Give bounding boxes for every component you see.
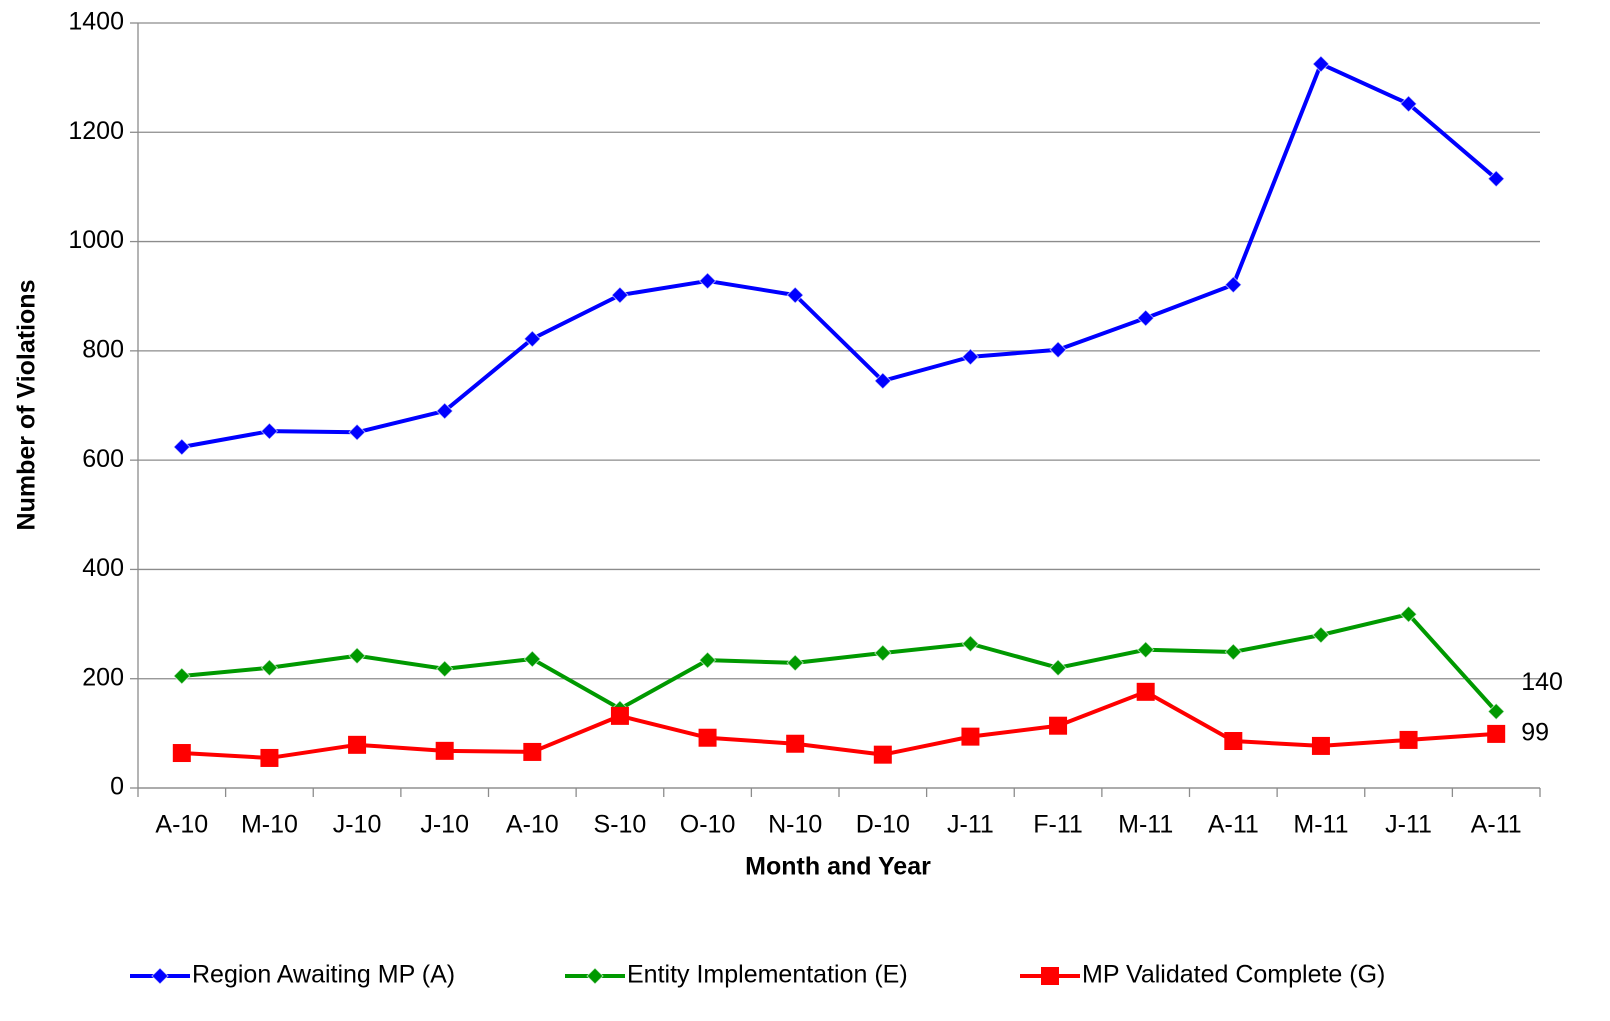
data-point	[874, 644, 892, 662]
y-axis-label: Number of Violations	[13, 280, 41, 531]
y-tick-label: 400	[82, 554, 124, 582]
x-tick-label: M-11	[1118, 811, 1173, 839]
data-point	[786, 734, 805, 753]
legend-label: MP Validated Complete (G)	[1082, 961, 1385, 989]
x-tick-label: O-10	[680, 811, 736, 839]
x-tick-label: J-11	[1385, 811, 1432, 839]
data-point	[1487, 170, 1505, 188]
x-tick-label: A-10	[155, 811, 208, 839]
data-point	[961, 727, 980, 746]
data-point	[1136, 309, 1155, 327]
y-tick-label: 200	[82, 663, 124, 691]
data-point	[1136, 682, 1155, 701]
data-point	[348, 735, 367, 754]
data-point	[172, 744, 191, 763]
data-point	[523, 742, 542, 761]
data-point	[1311, 736, 1330, 755]
y-tick-label: 1200	[68, 117, 124, 145]
data-point	[260, 748, 279, 767]
data-point	[610, 706, 629, 725]
data-point	[1049, 716, 1068, 735]
data-point	[260, 659, 279, 677]
data-point	[348, 423, 366, 441]
data-point	[260, 422, 279, 440]
y-tick-label: 800	[82, 335, 124, 363]
data-point	[611, 286, 629, 304]
data-point	[435, 402, 454, 420]
x-tick-label: A-10	[506, 811, 559, 839]
series-line	[181, 612, 1498, 713]
x-tick-label: A-11	[1471, 811, 1522, 839]
series-line	[181, 61, 1498, 449]
data-point	[1136, 641, 1155, 659]
data-point	[961, 348, 980, 366]
data-point	[698, 651, 717, 669]
data-point	[873, 745, 892, 764]
data-point	[173, 438, 191, 456]
x-tick-label: A-11	[1208, 811, 1259, 839]
data-point	[698, 272, 717, 290]
data-point	[1399, 605, 1418, 623]
data-point	[1312, 626, 1330, 644]
data-point	[1399, 95, 1418, 113]
data-point	[173, 667, 191, 685]
data-point	[1224, 732, 1243, 751]
data-point	[786, 654, 804, 672]
y-tick-label: 1400	[68, 8, 124, 36]
x-tick-label: J-11	[947, 811, 994, 839]
x-tick-label: J-10	[333, 811, 382, 839]
data-point	[1224, 276, 1243, 294]
x-tick-label: D-10	[856, 811, 910, 839]
y-tick-label: 0	[110, 773, 124, 801]
y-tick-label: 600	[82, 445, 124, 473]
x-tick-label: J-10	[420, 811, 469, 839]
series-line	[181, 689, 1497, 760]
data-point	[1312, 55, 1330, 73]
x-tick-label: F-11	[1033, 811, 1083, 839]
data-point	[435, 741, 454, 760]
x-tick-label: M-11	[1293, 811, 1348, 839]
x-tick-label: N-10	[768, 811, 822, 839]
data-point	[348, 647, 366, 665]
legend-marker	[1041, 967, 1059, 985]
y-tick-label: 1000	[68, 226, 124, 254]
data-point	[523, 330, 542, 348]
data-point	[1049, 659, 1067, 677]
data-point	[1487, 702, 1505, 721]
data-point	[961, 635, 980, 653]
data-point	[1399, 730, 1418, 749]
data-point	[1049, 341, 1067, 359]
data-label: 140	[1521, 668, 1563, 696]
data-point	[1224, 643, 1243, 661]
data-point	[523, 650, 542, 668]
legend-marker	[151, 967, 169, 985]
data-point	[874, 372, 892, 390]
legend-label: Region Awaiting MP (A)	[192, 961, 455, 989]
data-point	[786, 286, 804, 304]
legend-label: Entity Implementation (E)	[627, 961, 908, 989]
x-tick-label: S-10	[594, 811, 647, 839]
x-axis-label: Month and Year	[745, 853, 931, 881]
data-label: 99	[1521, 719, 1549, 747]
data-point	[1487, 724, 1506, 743]
legend-marker	[586, 967, 604, 985]
data-point	[698, 728, 717, 747]
x-tick-label: M-10	[241, 811, 298, 839]
data-point	[435, 660, 454, 678]
